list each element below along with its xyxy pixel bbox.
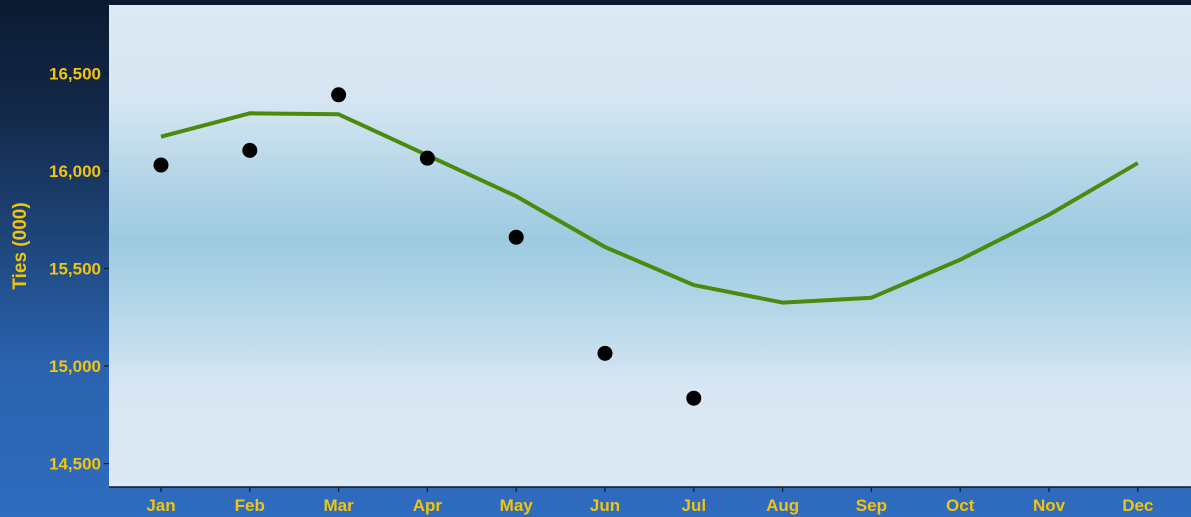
fitted-line (160, 111, 1139, 305)
x-tick-label: Jun (590, 496, 620, 515)
x-tick-label: Feb (235, 496, 265, 515)
data-point (686, 390, 702, 406)
points-layer (153, 87, 702, 406)
y-tick-label: 16,000 (49, 162, 101, 181)
x-tick-label: Dec (1122, 496, 1153, 515)
y-tick-label: 15,000 (49, 357, 101, 376)
data-point (242, 142, 258, 158)
data-point (419, 150, 435, 166)
x-tick-label: Mar (323, 496, 354, 515)
y-axis: 14,500 15,000 15,500 16,000 16,500 (49, 64, 109, 474)
data-point (153, 157, 169, 173)
x-tick-label: Jul (682, 496, 707, 515)
x-tick-label: Sep (856, 496, 887, 515)
y-axis-title: Ties (000) (10, 202, 31, 289)
y-tick-label: 16,500 (49, 64, 101, 83)
data-point (331, 87, 347, 103)
data-point (508, 229, 524, 245)
x-tick-label: Aug (766, 496, 799, 515)
y-tick-label: 14,500 (49, 455, 101, 474)
x-tick-label: Nov (1033, 496, 1066, 515)
x-tick-label: Jan (146, 496, 175, 515)
plot-panel (109, 5, 1191, 487)
line-layer (160, 111, 1139, 305)
x-axis: Jan Feb Mar Apr May Jun Jul Aug Sep Oct Nov Dec (146, 487, 1153, 515)
x-tick-label: May (500, 496, 534, 515)
data-point (597, 345, 613, 361)
x-tick-label: Apr (413, 496, 443, 515)
x-tick-label: Oct (946, 496, 975, 515)
y-tick-label: 15,500 (49, 259, 101, 278)
